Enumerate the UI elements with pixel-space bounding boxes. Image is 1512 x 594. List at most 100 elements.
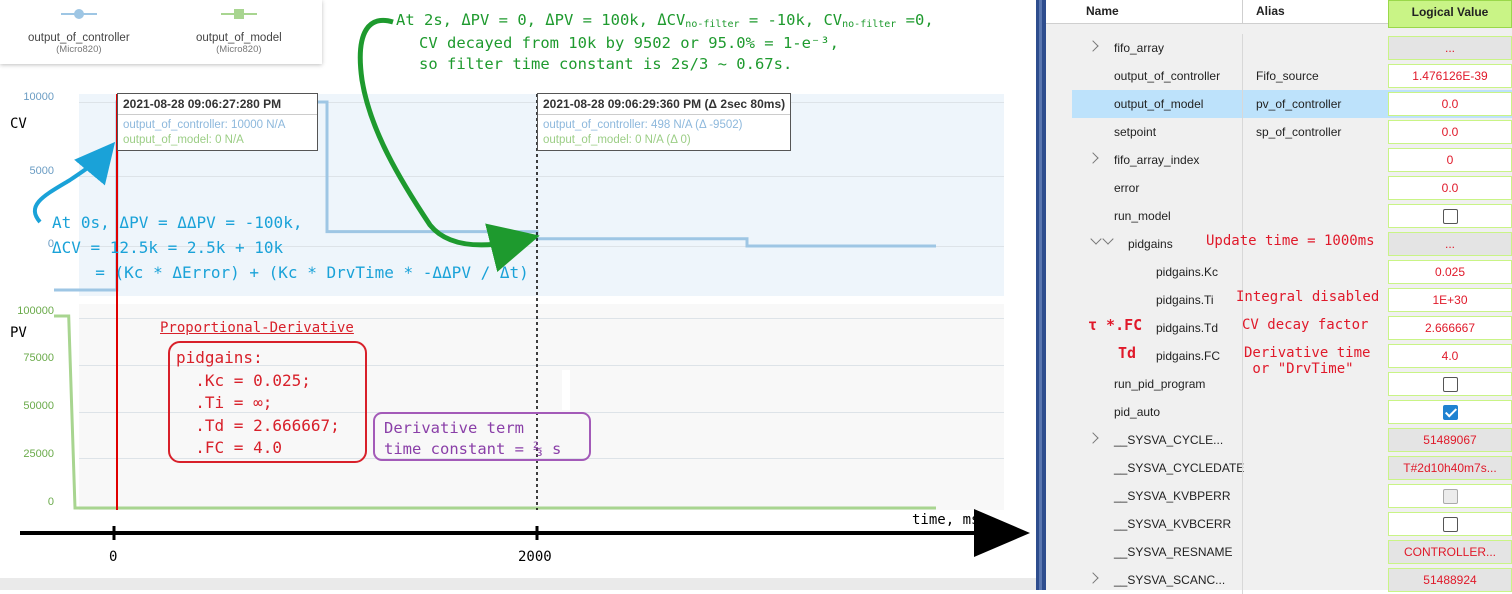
alias-cell[interactable] <box>1242 62 1388 90</box>
table-row[interactable]: pidgains... <box>1072 230 1512 258</box>
alias-cell[interactable] <box>1242 146 1388 174</box>
time-axis-label: time, ms <box>912 512 980 528</box>
table-row[interactable]: pidgains.FC 4.0 <box>1072 342 1512 370</box>
value-cell[interactable] <box>1388 484 1512 508</box>
alias-cell[interactable] <box>1242 342 1388 370</box>
value-checkbox[interactable] <box>1443 377 1458 392</box>
table-row[interactable]: __SYSVA_KVBCERR <box>1072 510 1512 538</box>
value-cell[interactable]: 0.0 <box>1388 176 1512 200</box>
table-row[interactable]: output_of_controller Fifo_source 1.476126E… <box>1072 62 1512 90</box>
chevron-right-icon[interactable] <box>1087 572 1099 584</box>
value-text: 2.666667 <box>1424 321 1476 335</box>
table-row[interactable]: output_of_model pv_of_controller 0.0 <box>1072 90 1512 118</box>
alias-cell[interactable] <box>1242 454 1388 482</box>
pv-plot-area[interactable] <box>79 304 1004 510</box>
legend-item-output-of-model[interactable]: output_of_model (Micro820) <box>196 6 282 55</box>
alias-cell[interactable] <box>1242 286 1388 314</box>
column-separator[interactable] <box>1242 0 1243 24</box>
table-row[interactable]: __SYSVA_CYCLEDATE T#2d10h40m7s... <box>1072 454 1512 482</box>
alias-cell[interactable] <box>1242 566 1388 594</box>
column-header-alias[interactable]: Alias <box>1256 4 1285 18</box>
alias-cell[interactable] <box>1242 258 1388 286</box>
table-row[interactable]: run_pid_program <box>1072 370 1512 398</box>
blue-annotation-line-1: At 0s, ΔPV = ΔΔPV = -100k, <box>52 213 303 232</box>
legend: output_of_controller (Micro820) output_o… <box>0 0 322 64</box>
alias-cell[interactable] <box>1242 314 1388 342</box>
chevron-down-icon[interactable] <box>1090 233 1102 245</box>
legend-label: output_of_model <box>196 32 282 44</box>
column-header-value[interactable]: Logical Value <box>1388 0 1512 28</box>
value-cell[interactable]: 0.025 <box>1388 260 1512 284</box>
tag-name: pidgains.Kc <box>1156 265 1219 279</box>
chevron-right-icon[interactable] <box>1087 432 1099 444</box>
table-row[interactable]: pidgains.Ti 1E+30 <box>1072 286 1512 314</box>
table-row[interactable]: pidgains.Kc 0.025 <box>1072 258 1512 286</box>
table-row[interactable]: setpoint sp_of_controller 0.0 <box>1072 118 1512 146</box>
value-cell[interactable]: 51488924 <box>1388 568 1512 592</box>
value-checkbox[interactable] <box>1443 209 1458 224</box>
value-checkbox[interactable] <box>1443 405 1458 420</box>
alias-cell[interactable] <box>1242 118 1388 146</box>
alias-cell[interactable] <box>1242 538 1388 566</box>
table-row[interactable]: __SYSVA_RESNAME CONTROLLER... <box>1072 538 1512 566</box>
chevron-right-icon[interactable] <box>1087 152 1099 164</box>
legend-label: output_of_controller <box>28 32 130 44</box>
table-row[interactable]: error 0.0 <box>1072 174 1512 202</box>
horizontal-scrollbar[interactable] <box>0 578 1036 590</box>
table-row[interactable]: run_model <box>1072 202 1512 230</box>
alias-cell[interactable] <box>1242 426 1388 454</box>
value-text: 51488924 <box>1423 573 1477 587</box>
value-cell[interactable]: 1E+30 <box>1388 288 1512 312</box>
value-cell[interactable]: 1.476126E-39 <box>1388 64 1512 88</box>
alias-cell[interactable] <box>1242 174 1388 202</box>
value-cell[interactable]: 51489067 <box>1388 428 1512 452</box>
tooltip-timestamp: 2021-08-28 09:06:27:280 PM <box>118 94 317 115</box>
alias-cell[interactable] <box>1242 90 1388 118</box>
value-cell[interactable]: T#2d10h40m7s... <box>1388 456 1512 480</box>
gridline <box>79 365 1004 366</box>
chevron-down-icon[interactable] <box>1102 233 1114 245</box>
value-checkbox[interactable] <box>1443 517 1458 532</box>
value-cell[interactable]: ... <box>1388 36 1512 60</box>
alias-cell[interactable] <box>1242 398 1388 426</box>
tag-name: __SYSVA_KVBPERR <box>1114 489 1231 503</box>
value-cell[interactable]: 0.0 <box>1388 120 1512 144</box>
value-cell[interactable]: CONTROLLER... <box>1388 540 1512 564</box>
table-row[interactable]: fifo_array_index 0 <box>1072 146 1512 174</box>
table-row[interactable]: fifo_array... <box>1072 34 1512 62</box>
pid-line: .Td = 2.666667; <box>176 415 340 435</box>
table-row[interactable]: __SYSVA_KVBPERR <box>1072 482 1512 510</box>
alias-cell[interactable] <box>1242 34 1388 62</box>
pane-splitter[interactable] <box>1036 0 1046 590</box>
alias-cell[interactable] <box>1242 370 1388 398</box>
value-cell[interactable]: 4.0 <box>1388 344 1512 368</box>
table-row[interactable]: pid_auto <box>1072 398 1512 426</box>
value-cell[interactable] <box>1388 204 1512 228</box>
value-cell[interactable]: 2.666667 <box>1388 316 1512 340</box>
alias-cell[interactable] <box>1242 230 1388 258</box>
value-cell[interactable] <box>1388 512 1512 536</box>
alias-cell[interactable] <box>1242 482 1388 510</box>
chevron-right-icon[interactable] <box>1087 40 1099 52</box>
value-cell[interactable] <box>1388 400 1512 424</box>
tag-name: __SYSVA_RESNAME <box>1114 545 1233 559</box>
value-cell[interactable]: 0.0 <box>1388 92 1512 116</box>
value-text: 51489067 <box>1423 433 1477 447</box>
table-row[interactable]: pidgains.Td 2.666667 <box>1072 314 1512 342</box>
value-cell[interactable]: 0 <box>1388 148 1512 172</box>
alias-cell[interactable] <box>1242 202 1388 230</box>
value-cell[interactable]: ... <box>1388 232 1512 256</box>
value-text: 0.0 <box>1441 125 1459 139</box>
value-cell[interactable] <box>1388 372 1512 396</box>
alias-cell[interactable] <box>1242 510 1388 538</box>
pidgains-box <box>168 341 367 463</box>
table-row[interactable]: __SYSVA_CYCLE... 51489067 <box>1072 426 1512 454</box>
value-text: 4.0 <box>1441 349 1459 363</box>
table-row[interactable]: __SYSVA_SCANC... 51488924 <box>1072 566 1512 594</box>
tag-name: pidgains.Ti <box>1156 293 1214 307</box>
column-header-name[interactable]: Name <box>1086 4 1119 18</box>
pidgains-text: pidgains: .Kc = 0.025; .Ti = ∞; .Td = 2.… <box>176 347 340 460</box>
series-line-output-of-model[interactable] <box>54 314 936 510</box>
note-integral: Integral disabled <box>1236 289 1380 305</box>
legend-item-output-of-controller[interactable]: output_of_controller (Micro820) <box>28 6 130 55</box>
